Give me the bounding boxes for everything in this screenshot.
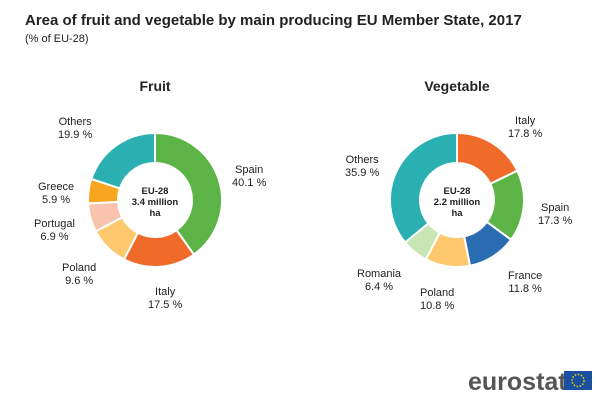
center-line: ha xyxy=(451,208,463,219)
fruit-label-poland: Poland 9.6 % xyxy=(62,262,97,287)
vegetable-center-label: EU-28 2.2 million ha xyxy=(422,186,492,219)
veg-label-romania: Romania 6.4 % xyxy=(357,268,402,293)
veg-label-spain: Spain 17.3 % xyxy=(538,202,573,227)
fruit-label-spain: Spain 40.1 % xyxy=(232,164,267,189)
center-line: 3.4 million xyxy=(131,197,179,208)
fruit-title: Fruit xyxy=(139,78,171,94)
chart-title: Area of fruit and vegetable by main prod… xyxy=(25,12,522,29)
fruit-label-greece: Greece 5.9 % xyxy=(38,181,75,206)
slice-others xyxy=(389,131,458,244)
vegetable-title: Vegetable xyxy=(424,78,490,94)
eurostat-logo: eurostat xyxy=(468,368,567,396)
fruit-label-others: Others 19.9 % xyxy=(58,116,93,141)
veg-label-italy: Italy 17.8 % xyxy=(508,115,543,140)
chart-subtitle: (% of EU-28) xyxy=(25,33,89,45)
fruit-label-italy: Italy 17.5 % xyxy=(148,286,183,311)
veg-label-france: France 11.8 % xyxy=(508,270,543,295)
center-line: EU-28 xyxy=(141,186,169,197)
veg-label-others: Others 35.9 % xyxy=(345,154,380,179)
eu-flag-icon xyxy=(564,371,592,390)
slice-spain xyxy=(154,131,223,256)
fruit-center-label: EU-28 3.4 million ha xyxy=(120,186,190,219)
center-line: ha xyxy=(149,208,161,219)
slice-others xyxy=(90,131,156,190)
fruit-label-portugal: Portugal 6.9 % xyxy=(34,218,75,243)
center-line: 2.2 million xyxy=(433,197,481,208)
veg-label-poland: Poland 10.8 % xyxy=(420,287,455,312)
center-line: EU-28 xyxy=(443,186,471,197)
